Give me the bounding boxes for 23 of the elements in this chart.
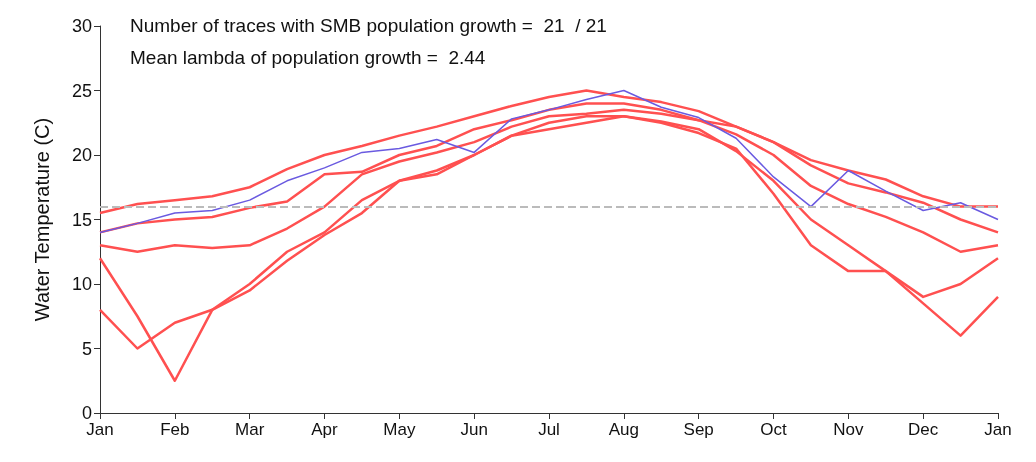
annotation: Number of traces with SMB population growth = 21 / 21 xyxy=(130,15,607,36)
x-tick-label: Jun xyxy=(460,420,488,439)
x-tick-label: Aug xyxy=(608,420,639,439)
y-tick-label: 5 xyxy=(81,338,92,359)
x-tick-label: Dec xyxy=(908,420,939,439)
x-tick-label: Sep xyxy=(683,420,714,439)
x-tick-label: Oct xyxy=(760,420,787,439)
y-tick-label: 0 xyxy=(81,403,92,423)
y-tick-label: 20 xyxy=(71,145,92,165)
x-tick-label: Jan xyxy=(86,420,114,439)
x-tick-label: Jan xyxy=(984,420,1012,439)
x-tick-label: Feb xyxy=(160,420,190,439)
x-tick-label: Nov xyxy=(833,420,864,439)
y-tick-label: 10 xyxy=(71,274,92,294)
x-tick-label: May xyxy=(383,420,416,439)
x-tick-label: Jul xyxy=(538,420,560,439)
x-tick-label: Apr xyxy=(311,420,339,439)
y-axis-title: Water Temperature (C) xyxy=(31,117,53,322)
annotation: Mean lambda of population growth = 2.44 xyxy=(130,47,486,68)
x-tick-label: Mar xyxy=(235,420,265,439)
y-tick-label: 15 xyxy=(71,209,92,230)
y-tick-label: 30 xyxy=(71,16,92,36)
y-tick-label: 25 xyxy=(71,80,92,101)
